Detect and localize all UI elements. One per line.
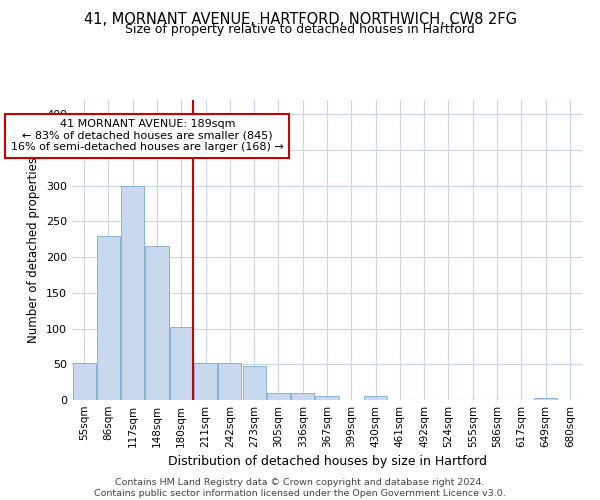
- Bar: [242, 366, 266, 400]
- Bar: [218, 363, 241, 400]
- Y-axis label: Number of detached properties: Number of detached properties: [28, 157, 40, 343]
- Bar: [97, 236, 120, 400]
- Bar: [194, 363, 217, 400]
- Bar: [316, 396, 338, 400]
- Bar: [534, 398, 557, 400]
- X-axis label: Distribution of detached houses by size in Hartford: Distribution of detached houses by size …: [167, 456, 487, 468]
- Bar: [267, 393, 290, 400]
- Text: 41, MORNANT AVENUE, HARTFORD, NORTHWICH, CW8 2FG: 41, MORNANT AVENUE, HARTFORD, NORTHWICH,…: [83, 12, 517, 28]
- Bar: [145, 246, 169, 400]
- Text: 41 MORNANT AVENUE: 189sqm
← 83% of detached houses are smaller (845)
16% of semi: 41 MORNANT AVENUE: 189sqm ← 83% of detac…: [11, 120, 284, 152]
- Bar: [170, 327, 193, 400]
- Text: Size of property relative to detached houses in Hartford: Size of property relative to detached ho…: [125, 22, 475, 36]
- Bar: [291, 393, 314, 400]
- Bar: [364, 396, 387, 400]
- Text: Contains HM Land Registry data © Crown copyright and database right 2024.
Contai: Contains HM Land Registry data © Crown c…: [94, 478, 506, 498]
- Bar: [121, 186, 144, 400]
- Bar: [73, 363, 95, 400]
